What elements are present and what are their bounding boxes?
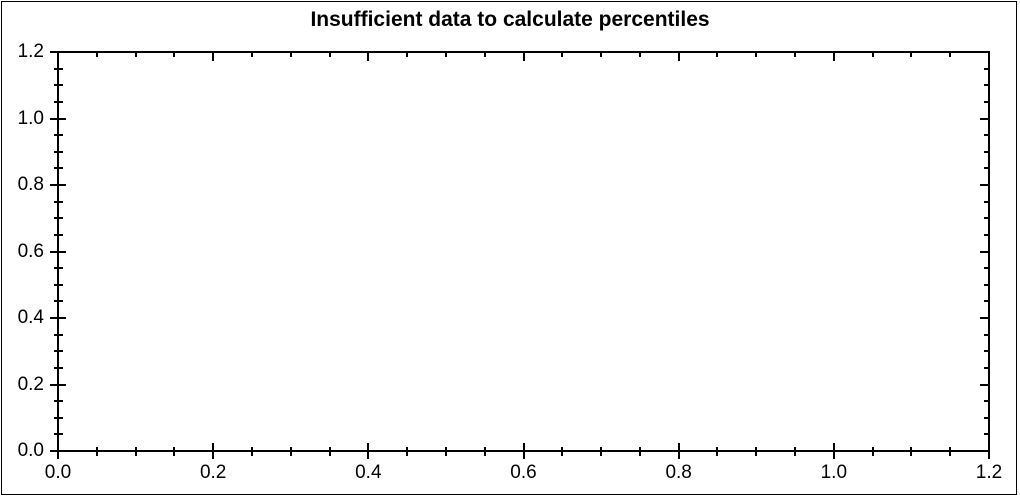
y-tick-label: 0.2 xyxy=(17,373,44,395)
x-tick-label: 0.6 xyxy=(510,462,537,483)
chart-title: Insufficient data to calculate percentil… xyxy=(310,8,710,31)
y-tick-label: 0.0 xyxy=(17,440,44,461)
x-tick-label: 0.8 xyxy=(665,462,692,483)
x-tick-label: 0.0 xyxy=(44,462,72,483)
plot-area xyxy=(57,51,990,452)
y-tick-label: 1.0 xyxy=(17,107,44,129)
y-tick-label: 1.2 xyxy=(17,41,44,62)
x-tick-label: 0.4 xyxy=(355,462,382,483)
x-tick-label: 1.2 xyxy=(975,462,1003,483)
y-tick-label: 0.8 xyxy=(17,174,44,195)
y-tick-label: 0.4 xyxy=(17,307,44,328)
y-tick-label: 0.6 xyxy=(17,240,44,262)
x-tick-label: 0.2 xyxy=(199,462,227,483)
x-tick-label: 1.0 xyxy=(820,462,848,483)
